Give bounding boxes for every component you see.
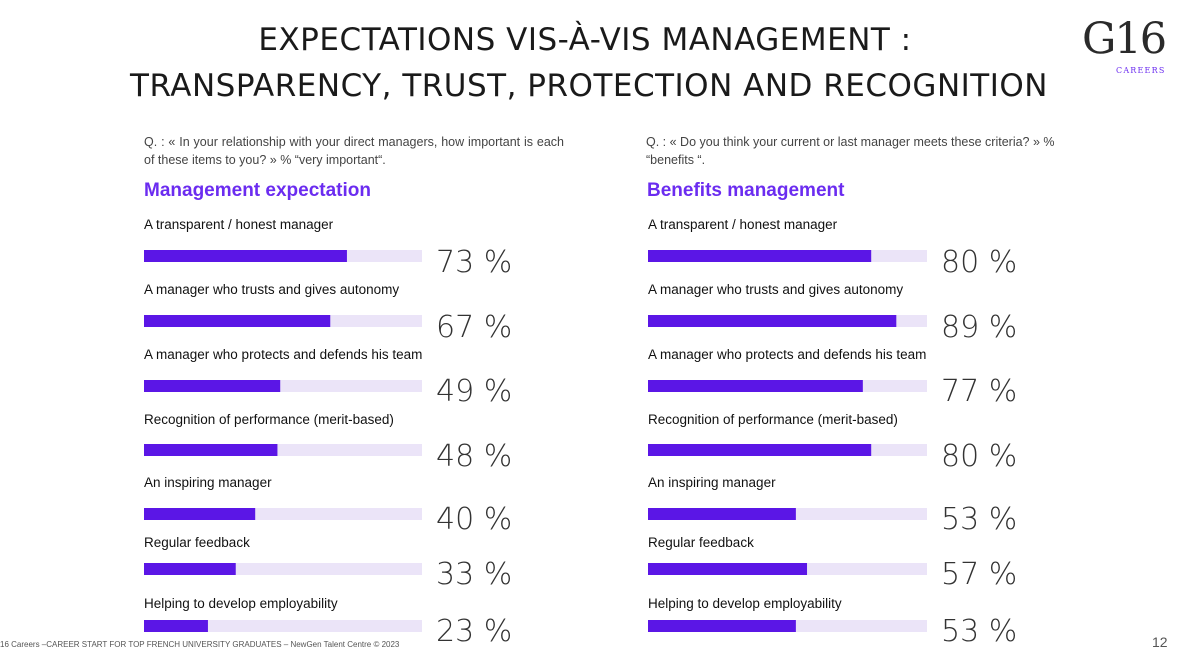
left-category-label: A manager who trusts and gives autonomy [144,282,399,297]
right-bar [648,563,808,575]
right-bar [648,508,796,520]
left-bar [144,444,278,456]
right-category-label: Regular feedback [648,535,754,550]
left-value-label: 49 % [436,374,512,409]
left-question: Q. : « In your relationship with your di… [144,135,564,167]
left-value-label: 73 % [436,245,512,280]
left-category-label: An inspiring manager [144,475,272,490]
left-bar [144,563,236,575]
left-category-label: A manager who protects and defends his t… [144,347,422,362]
right-bar [648,444,872,456]
right-value-label: 89 % [941,310,1017,345]
right-bar [648,620,796,632]
left-bar-track [144,620,422,632]
right-category-label: Helping to develop employability [648,596,842,611]
footer-text: 16 Careers –CAREER START FOR TOP FRENCH … [0,640,400,649]
left-category-label: Helping to develop employability [144,596,338,611]
left-bar [144,620,208,632]
left-value-label: 33 % [436,557,512,592]
right-value-label: 53 % [941,614,1017,649]
right-value-label: 77 % [941,374,1017,409]
left-bar [144,380,281,392]
right-value-label: 57 % [941,557,1017,592]
left-value-label: 48 % [436,439,512,474]
left-bar [144,315,331,327]
right-category-label: An inspiring manager [648,475,776,490]
left-value-label: 67 % [436,310,512,345]
left-bar [144,250,347,262]
left-category-label: Regular feedback [144,535,250,550]
right-bar [648,380,863,392]
right-value-label: 80 % [941,439,1017,474]
right-bar [648,250,872,262]
page-title-line-2: TRANSPARENCY, TRUST, PROTECTION AND RECO… [130,68,1048,104]
right-question: Q. : « Do you think your current or last… [646,135,1055,167]
logo-subtitle: CAREERS [1116,66,1166,75]
page-title-line-1: EXPECTATIONS VIS-À-VIS MANAGEMENT : [258,22,912,58]
right-panel-title: Benefits management [647,180,845,201]
logo-mark: G16 [1082,14,1167,64]
left-category-label: Recognition of performance (merit-based) [144,412,394,427]
right-category-label: A manager who protects and defends his t… [648,347,926,362]
g16-careers-logo: G16 CAREERS [1078,14,1168,80]
left-value-label: 23 % [436,614,512,649]
right-value-label: 80 % [941,245,1017,280]
left-panel-title: Management expectation [144,180,371,201]
right-category-label: A transparent / honest manager [648,217,838,232]
right-bar [648,315,897,327]
left-bar [144,508,256,520]
left-category-label: A transparent / honest manager [144,217,334,232]
page-number: 12 [1152,634,1168,650]
left-value-label: 40 % [436,502,512,537]
right-category-label: A manager who trusts and gives autonomy [648,282,903,297]
right-category-label: Recognition of performance (merit-based) [648,412,898,427]
right-value-label: 53 % [941,502,1017,537]
